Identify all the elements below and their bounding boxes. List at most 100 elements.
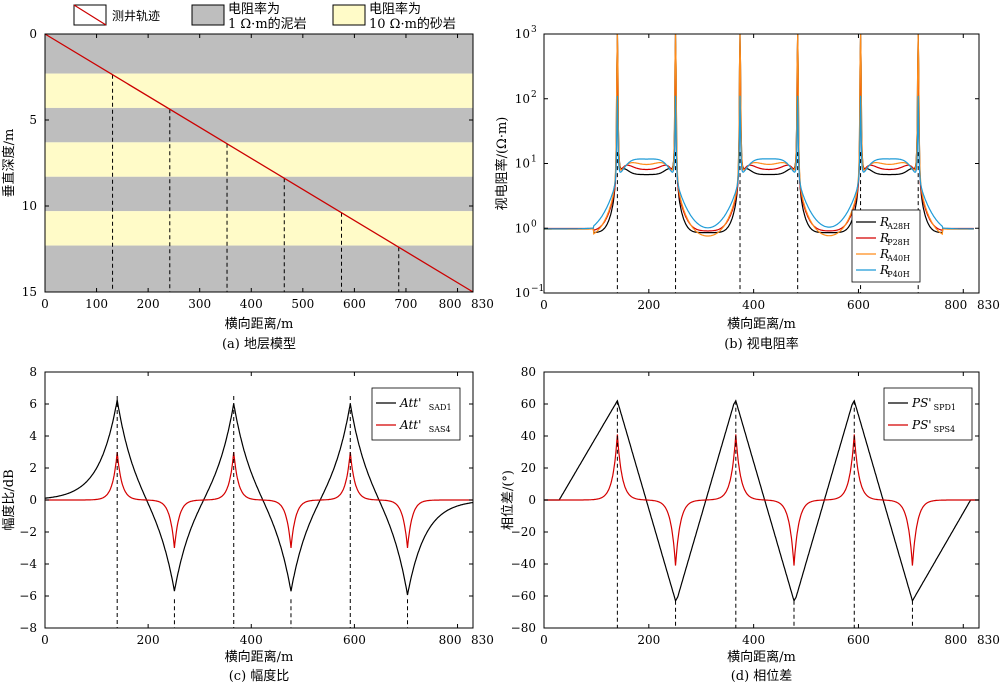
legend-label: R — [879, 247, 889, 261]
resistivity-curve — [544, 95, 974, 230]
x-tick-label: 500 — [291, 297, 314, 311]
y-tick-label: 15 — [22, 285, 37, 299]
layer-mudstone — [45, 176, 473, 212]
x-axis-label: 横向距离/m — [225, 649, 294, 665]
y-tick-label: −60 — [511, 589, 536, 603]
y-tick-label: 10 — [22, 199, 37, 213]
legend-label-subscript: SAS4 — [429, 425, 451, 434]
x-tick-label: 830 — [471, 633, 494, 647]
y-tick-label: 10 — [515, 286, 530, 300]
legend-label: PS' — [911, 396, 932, 410]
panel-phase-difference: 0 200 400 600 800 830 −80 −60 −40 −20 0 20 40 60 80 横向距… — [501, 365, 1000, 684]
x-tick-label: 830 — [977, 633, 1000, 647]
legend-label: R — [879, 263, 889, 277]
y-tick-exponent: 2 — [531, 90, 537, 100]
x-tick-label: 400 — [742, 633, 765, 647]
legend-label-subscript: A28H — [886, 222, 910, 231]
x-tick-label: 600 — [847, 298, 870, 312]
layer-sandstone — [45, 142, 473, 177]
y-axis-label: 幅度比/dB — [1, 469, 17, 530]
y-tick-label: 20 — [521, 461, 536, 475]
y-tick-label: 10 — [515, 27, 530, 41]
y-tick-label: 6 — [29, 397, 37, 411]
resistivity-curve — [544, 71, 974, 232]
x-tick-label: 0 — [41, 633, 49, 647]
x-axis-label: 横向距离/m — [225, 316, 294, 332]
legend-label-subscript: P40H — [887, 270, 910, 279]
layer-sandstone — [45, 73, 473, 108]
legend-box — [371, 387, 461, 441]
panel-caption: (d) 相位差 — [731, 669, 793, 684]
signal-curve — [44, 399, 474, 596]
y-tick-label: 2 — [29, 461, 37, 475]
panel-amplitude-ratio: 0 200 400 600 800 830 −8 −6 −4 −2 0 2 4 6 8 横向距离/m 幅度比/d… — [1, 365, 494, 684]
y-tick-label: 10 — [515, 92, 530, 106]
x-tick-label: 300 — [188, 297, 211, 311]
x-tick-label: 830 — [471, 297, 494, 311]
x-tick-label: 830 — [977, 298, 1000, 312]
x-tick-label: 0 — [41, 297, 49, 311]
legend-box — [883, 387, 973, 441]
legend-a: 测井轨迹 电阻率为 1 Ω·m的泥岩 电阻率为 10 Ω·m的砂岩 — [73, 1, 456, 32]
y-tick-label: 10 — [515, 221, 530, 235]
y-tick-label: −8 — [19, 621, 37, 635]
y-tick-label: −6 — [19, 589, 37, 603]
x-tick-label: 800 — [944, 633, 967, 647]
y-tick-label: 10 — [515, 157, 530, 171]
x-axis-label: 横向距离/m — [727, 316, 796, 332]
y-tick-label: 0 — [29, 493, 37, 507]
y-tick-label: 4 — [29, 429, 37, 443]
y-tick-exponent: 0 — [531, 219, 537, 229]
legend-label-subscript: P28H — [887, 238, 910, 247]
y-tick-label: 60 — [521, 397, 536, 411]
legend-label: Att' — [399, 418, 421, 432]
legend-label-subscript: SPD1 — [934, 403, 956, 412]
plot-frame — [44, 33, 474, 293]
x-tick-label: 200 — [637, 633, 660, 647]
legend-mudstone-swatch — [191, 4, 225, 26]
legend-label-subscript: SAD1 — [429, 403, 452, 412]
legend-trajectory-line — [73, 4, 107, 26]
x-tick-label: 400 — [742, 298, 765, 312]
x-tick-label: 600 — [343, 297, 366, 311]
legend-label-subscript: SPS4 — [934, 425, 955, 434]
y-axis-label: 相位差/(°) — [501, 470, 516, 530]
y-tick-exponent: 1 — [531, 155, 537, 165]
legend-mudstone-label-1: 电阻率为 — [228, 1, 280, 17]
panel-formation-model: 0 100 200 300 400 500 600 700 800 830 0 5 10 15 横向距离/m… — [1, 27, 494, 352]
signal-curve — [544, 434, 979, 566]
legend-trajectory-label: 测井轨迹 — [112, 9, 160, 23]
y-tick-label: 0 — [528, 493, 536, 507]
y-tick-label: −40 — [511, 557, 536, 571]
y-tick-exponent: 3 — [531, 25, 537, 35]
x-tick-label: 400 — [240, 297, 263, 311]
resistivity-curve — [544, 33, 974, 237]
x-axis-label: 横向距离/m — [727, 649, 796, 665]
legend-sandstone-label-2: 10 Ω·m的砂岩 — [369, 16, 456, 32]
panel-caption: (c) 幅度比 — [229, 668, 290, 684]
legend-label: PS' — [911, 418, 932, 432]
y-axis-label: 视电阻率/(Ω·m) — [494, 117, 510, 211]
y-tick-label: −80 — [511, 621, 536, 635]
legend-label: R — [879, 231, 889, 245]
x-tick-label: 800 — [944, 298, 967, 312]
layer-mudstone — [45, 107, 473, 143]
y-tick-label: 80 — [521, 365, 536, 379]
legend-sandstone-label-1: 电阻率为 — [369, 1, 421, 17]
y-tick-label: −4 — [19, 557, 37, 571]
legend-label: R — [879, 215, 889, 229]
x-tick-label: 200 — [137, 633, 160, 647]
x-tick-label: 0 — [540, 633, 548, 647]
well-trajectory — [44, 33, 474, 293]
panel-caption: (b) 视电阻率 — [724, 336, 799, 352]
layer-mudstone — [45, 34, 473, 74]
signal-curve — [544, 399, 979, 603]
legend-label: Att' — [399, 396, 421, 410]
y-tick-label: 5 — [29, 113, 37, 127]
x-tick-label: 100 — [85, 297, 108, 311]
legend-mudstone-label-2: 1 Ω·m的泥岩 — [228, 16, 307, 32]
y-tick-label: 8 — [29, 365, 37, 379]
x-tick-label: 600 — [847, 633, 870, 647]
x-tick-label: 200 — [137, 297, 160, 311]
